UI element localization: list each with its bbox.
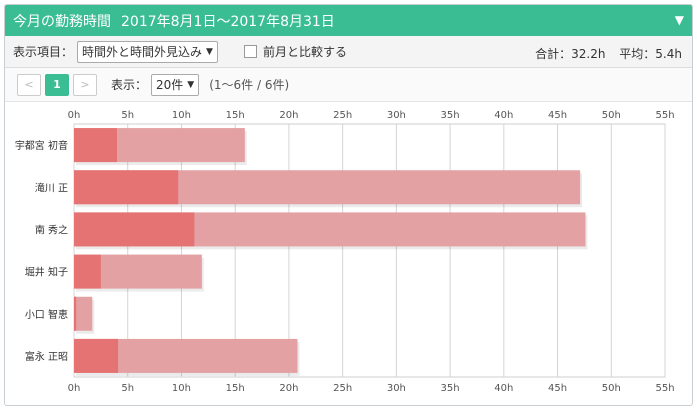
x-tick-label-top: 10h xyxy=(172,110,191,121)
average-value: 平均：5.4h xyxy=(619,47,682,61)
display-item-label: 表示項目： xyxy=(13,45,74,59)
bar-outside-hours xyxy=(74,212,195,247)
x-tick-label-top: 30h xyxy=(387,110,406,121)
summary: 合計：32.2h 平均：5.4h xyxy=(525,45,682,62)
total-value: 合計：32.2h xyxy=(535,47,606,61)
x-tick-label-bottom: 0h xyxy=(68,383,81,394)
bar-outside-hours xyxy=(74,296,77,331)
panel-title: 今月の勤務時間 xyxy=(13,13,111,30)
x-tick-label-top: 35h xyxy=(441,110,460,121)
x-tick-label-bottom: 10h xyxy=(172,383,191,394)
bar-outside-hours xyxy=(74,254,101,289)
x-tick-label-top: 20h xyxy=(279,110,298,121)
x-tick-label-top: 15h xyxy=(226,110,245,121)
x-tick-label-bottom: 5h xyxy=(121,383,134,394)
x-tick-label-top: 40h xyxy=(494,110,513,121)
category-label: 南 秀之 xyxy=(35,223,68,236)
work-hours-panel: 今月の勤務時間 2017年8月1日～2017年8月31日 ▼ 表示項目： 時間外… xyxy=(4,4,693,406)
display-item-value: 時間外と時間外見込み xyxy=(82,45,203,59)
next-page-button[interactable]: > xyxy=(73,73,97,96)
category-label: 堀井 知子 xyxy=(25,266,68,279)
page-1-button[interactable]: 1 xyxy=(45,73,69,96)
x-tick-label-top: 50h xyxy=(602,110,621,121)
x-tick-label-top: 0h xyxy=(68,110,81,121)
per-page-value: 20件 xyxy=(156,78,184,92)
category-label: 宇都宮 初音 xyxy=(15,139,68,152)
x-tick-label-bottom: 15h xyxy=(226,383,245,394)
x-tick-label-bottom: 55h xyxy=(655,383,674,394)
x-tick-label-top: 5h xyxy=(121,110,134,121)
bar-outside-hours xyxy=(74,338,119,373)
x-tick-label-bottom: 35h xyxy=(441,383,460,394)
x-tick-label-bottom: 30h xyxy=(387,383,406,394)
chevron-down-icon: ▼ xyxy=(187,79,195,90)
panel-header: 今月の勤務時間 2017年8月1日～2017年8月31日 ▼ xyxy=(5,5,692,36)
x-tick-label-top: 25h xyxy=(333,110,352,121)
chevron-down-icon: ▼ xyxy=(206,46,213,57)
controls-bar: 表示項目： 時間外と時間外見込み ▼ 前月と比較する 合計：32.2h 平均：5… xyxy=(5,36,692,68)
work-hours-chart: 0h 0h 5h 5h 10h 10h 15h 15h 20h 20h 25h 25h 30h 30h 35… xyxy=(15,110,675,394)
compare-checkbox[interactable]: 前月と比較する xyxy=(243,43,347,60)
bar-outside-hours-forecast xyxy=(74,296,93,331)
category-label: 小口 智恵 xyxy=(25,308,68,321)
x-tick-label-bottom: 40h xyxy=(494,383,513,394)
x-tick-label-bottom: 50h xyxy=(602,383,621,394)
x-tick-label-top: 55h xyxy=(655,110,674,121)
per-page-label: 表示： xyxy=(111,78,148,92)
display-item-select[interactable]: 時間外と時間外見込み ▼ xyxy=(77,40,218,63)
pagination: < 1 > 表示： 20件 ▼ (1〜6件 / 6件) xyxy=(5,68,692,102)
x-tick-label-top: 45h xyxy=(548,110,567,121)
checkbox-box[interactable] xyxy=(243,45,257,58)
category-label: 富永 正昭 xyxy=(25,350,68,363)
prev-page-button[interactable]: < xyxy=(17,73,41,96)
x-tick-label-bottom: 25h xyxy=(333,383,352,394)
bar-outside-hours xyxy=(74,170,179,205)
per-page-select[interactable]: 20件 ▼ xyxy=(151,73,200,96)
date-range: 2017年8月1日～2017年8月31日 xyxy=(121,13,335,30)
x-tick-label-bottom: 45h xyxy=(548,383,567,394)
category-label: 滝川 正 xyxy=(35,182,68,194)
collapse-icon[interactable]: ▼ xyxy=(674,13,684,27)
bar-outside-hours xyxy=(74,128,117,163)
compare-label: 前月と比較する xyxy=(262,45,347,59)
plot-area xyxy=(73,123,666,378)
x-tick-label-bottom: 20h xyxy=(279,383,298,394)
result-count: (1〜6件 / 6件) xyxy=(209,78,290,92)
